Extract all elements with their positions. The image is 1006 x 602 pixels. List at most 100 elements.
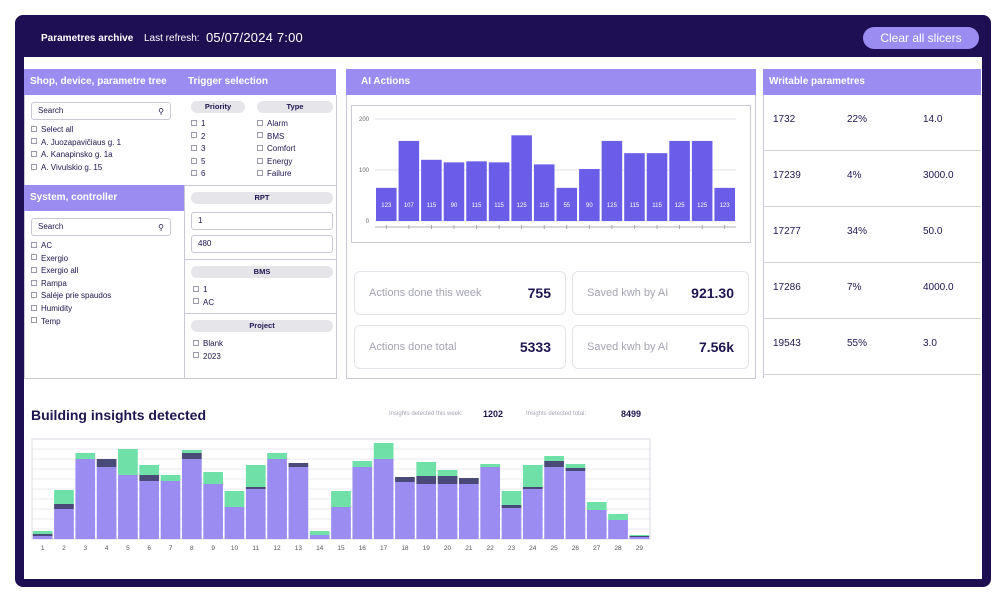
checkbox[interactable] <box>193 352 199 359</box>
checkbox[interactable] <box>191 170 197 177</box>
list-item-label: 1 <box>201 119 206 128</box>
checkbox[interactable] <box>193 298 199 305</box>
bar-segment <box>373 459 394 539</box>
rpt-max-input[interactable]: 480 <box>191 235 333 253</box>
x-tick-label: 13 <box>295 545 303 552</box>
list-item[interactable]: AC <box>31 240 111 253</box>
bar <box>714 187 735 221</box>
list-item[interactable]: 1 <box>193 284 214 297</box>
bar-segment <box>629 536 650 537</box>
list-item[interactable]: Exergio <box>31 253 111 266</box>
list-item[interactable]: 5 <box>191 156 205 169</box>
list-item[interactable]: 3 <box>191 143 205 156</box>
x-tick-label: 15 <box>337 545 345 552</box>
checkbox[interactable] <box>193 285 199 292</box>
table-cell: 4% <box>847 170 862 181</box>
checkbox[interactable] <box>31 254 37 261</box>
list-item[interactable]: A. Juozapavičiaus g. 1 <box>31 137 121 150</box>
list-item[interactable]: Failure <box>257 168 295 181</box>
bar-label: 115 <box>472 203 482 209</box>
x-tick-label: 28 <box>614 545 622 552</box>
list-item[interactable]: Select all <box>31 124 121 137</box>
writable-title: Writable parametres <box>769 76 865 87</box>
bar-segment <box>565 464 586 468</box>
bar <box>624 153 645 221</box>
checkbox[interactable] <box>31 151 37 158</box>
insights-chart: 1 2 3 4 5 6 7 8 9 10 11 12 13 14 15 16 17 18 19 20 21 22 23 24 2… <box>31 438 651 552</box>
checkbox[interactable] <box>191 157 197 164</box>
list-item[interactable]: AC <box>193 297 214 310</box>
checkbox[interactable] <box>257 157 263 164</box>
table-row[interactable]: 17277 34% 50.0 <box>763 207 981 263</box>
rpt-min-input[interactable]: 1 <box>191 212 333 230</box>
bar-segment <box>565 468 586 471</box>
system-search-input[interactable]: Search ⚲ <box>31 218 171 236</box>
checkbox[interactable] <box>31 279 37 286</box>
list-item[interactable]: Alarm <box>257 118 295 131</box>
list-item[interactable]: Comfort <box>257 143 295 156</box>
checkbox[interactable] <box>257 119 263 126</box>
bar-segment <box>203 472 223 484</box>
bar <box>669 140 690 221</box>
checkbox[interactable] <box>257 145 263 152</box>
bar-segment <box>288 467 309 539</box>
bar-segment <box>288 463 309 467</box>
list-item[interactable]: 2023 <box>193 351 223 364</box>
divider <box>24 378 337 379</box>
list-item-label: Rampa <box>41 278 67 288</box>
list-item-label: 2 <box>201 131 206 141</box>
checkbox[interactable] <box>257 132 263 139</box>
table-row[interactable]: 19543 55% 3.0 <box>763 319 981 375</box>
list-item[interactable]: Temp <box>31 316 111 329</box>
list-item-label: Comfort <box>267 144 296 154</box>
list-item[interactable]: 2 <box>191 131 205 144</box>
list-item[interactable]: Saléje prie spaudos <box>31 290 111 303</box>
list-item[interactable]: 6 <box>191 168 205 181</box>
bar-label: 115 <box>652 203 662 209</box>
list-item[interactable]: Exergio all <box>31 265 111 278</box>
checkbox[interactable] <box>257 170 263 177</box>
checkbox[interactable] <box>31 241 37 248</box>
checkbox[interactable] <box>31 125 37 132</box>
checkbox[interactable] <box>31 304 37 311</box>
divider <box>336 95 337 378</box>
checkbox[interactable] <box>191 119 197 126</box>
checkbox[interactable] <box>31 317 37 324</box>
checkbox[interactable] <box>191 132 197 139</box>
checkbox[interactable] <box>31 267 37 274</box>
list-item[interactable]: Humidity <box>31 303 111 316</box>
list-item-label: AC <box>203 297 215 307</box>
bar <box>646 153 668 221</box>
checkbox[interactable] <box>31 138 37 145</box>
list-item[interactable]: A. Vivulskio g. 15 <box>31 162 121 175</box>
bar-label: 55 <box>563 203 570 209</box>
table-row[interactable]: 17239 4% 3000.0 <box>763 151 981 207</box>
table-row[interactable]: 17286 7% 4000.0 <box>763 263 981 319</box>
list-item[interactable]: BMS <box>257 131 295 144</box>
list-item[interactable]: Blank <box>193 338 223 351</box>
list-item[interactable]: Energy <box>257 156 295 169</box>
list-item[interactable]: 1 <box>191 118 205 131</box>
bar-segment <box>139 465 160 475</box>
checkbox[interactable] <box>31 292 37 299</box>
list-item[interactable]: Rampa <box>31 278 111 291</box>
bar-label: 115 <box>630 203 640 209</box>
shop-search-input[interactable]: Search ⚲ <box>31 102 171 120</box>
list-item[interactable]: A. Kanapinsko g. 1a <box>31 149 121 162</box>
checkbox[interactable] <box>191 145 197 152</box>
list-item-label: Exergio <box>41 253 69 263</box>
trigger-selection-title: Trigger selection <box>188 76 269 87</box>
last-refresh-label: Last refresh: <box>144 33 200 44</box>
table-row[interactable]: 1732 22% 14.0 <box>763 95 981 151</box>
list-item-label: Exergio all <box>41 266 79 276</box>
list-item-label: Temp <box>41 316 61 326</box>
checkbox[interactable] <box>193 339 199 346</box>
table-cell: 3000.0 <box>923 170 954 181</box>
checkbox[interactable] <box>31 163 37 170</box>
clear-all-slicers-button[interactable]: Clear all slicers <box>863 27 979 49</box>
table-cell: 50.0 <box>923 226 943 237</box>
kpi-actions-total: Actions done total 5333 <box>354 325 566 369</box>
bar <box>533 164 555 221</box>
list-item-label: AC <box>41 241 53 250</box>
bar-segment <box>181 459 202 539</box>
